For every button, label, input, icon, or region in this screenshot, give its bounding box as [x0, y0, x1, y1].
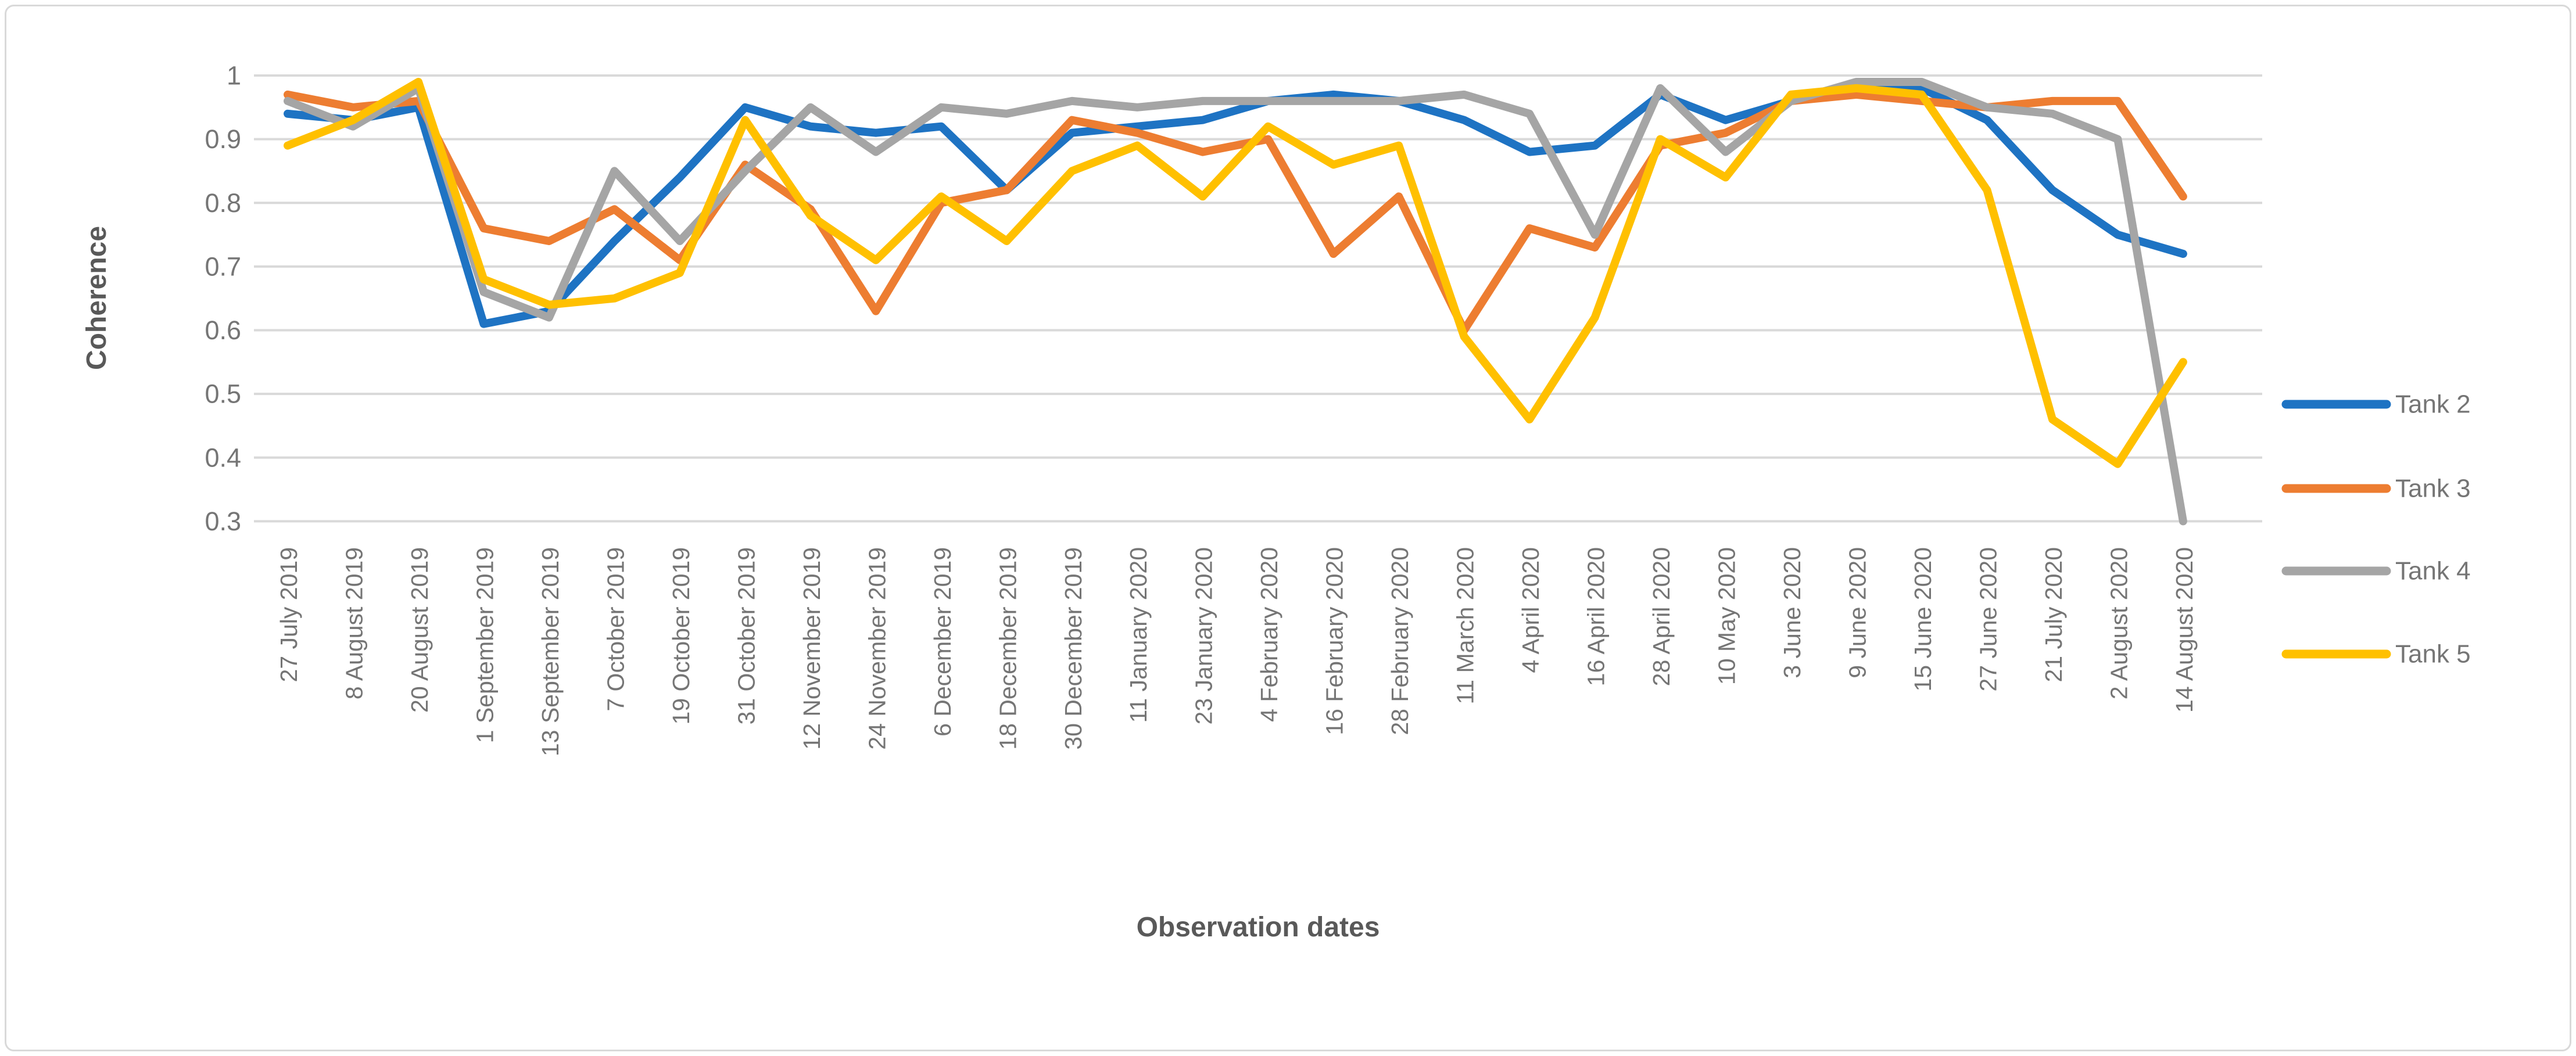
series-line-tank-4 [284, 78, 2187, 526]
x-axis-title: Observation dates [1137, 912, 1380, 943]
y-tick-label: 0.5 [205, 379, 241, 409]
x-tick-label: 16 February 2020 [1321, 547, 1348, 735]
x-tick-label: 9 June 2020 [1844, 547, 1871, 678]
figure-border [5, 5, 2571, 1051]
x-tick-label: 2 August 2020 [2105, 547, 2132, 699]
y-tick-label: 0.6 [205, 315, 241, 345]
series-line-tank-2 [284, 84, 2187, 328]
x-tick-label: 27 July 2019 [275, 547, 302, 683]
x-tick-label: 13 September 2019 [537, 547, 564, 756]
x-axis-tick-labels: 27 July 2019 8 August 2019 20 August 2019 1… [275, 547, 2198, 756]
x-tick-label: 20 August 2019 [406, 547, 433, 713]
x-tick-label: 31 October 2019 [733, 547, 759, 724]
legend-label: Tank 3 [2395, 475, 2471, 503]
x-tick-label: 14 August 2020 [2171, 547, 2198, 713]
legend-label: Tank 5 [2395, 640, 2471, 669]
y-axis-title: Coherence [81, 226, 112, 370]
series-line-tank-3 [284, 90, 2187, 335]
y-tick-label: 0.3 [205, 507, 241, 536]
x-tick-label: 16 April 2020 [1583, 547, 1610, 686]
y-axis-tick-labels: 1 0.9 0.8 0.7 0.6 0.5 0.4 0.3 [205, 61, 241, 536]
x-tick-label: 28 April 2020 [1648, 547, 1675, 686]
x-tick-label: 30 December 2019 [1060, 547, 1087, 750]
legend-item: Tank 2 [2281, 390, 2471, 419]
x-tick-label: 24 November 2019 [864, 547, 890, 750]
series-line-tank-5 [284, 78, 2187, 468]
legend-item: Tank 3 [2281, 475, 2471, 503]
y-tick-label: 0.8 [205, 188, 241, 218]
x-tick-label: 6 December 2019 [929, 547, 956, 737]
x-tick-label: 11 January 2020 [1125, 547, 1152, 723]
x-tick-label: 4 April 2020 [1517, 547, 1544, 673]
y-tick-label: 0.9 [205, 124, 241, 154]
x-tick-label: 4 February 2020 [1256, 547, 1282, 722]
x-tick-label: 11 March 2020 [1452, 547, 1479, 704]
x-tick-label: 21 July 2020 [2040, 547, 2067, 683]
x-tick-label: 23 January 2020 [1191, 547, 1217, 724]
legend-item: Tank 4 [2281, 557, 2471, 586]
x-tick-label: 12 November 2019 [798, 547, 825, 750]
x-tick-label: 28 February 2020 [1386, 547, 1413, 735]
y-tick-label: 0.7 [205, 252, 241, 281]
x-tick-label: 27 June 2020 [1975, 547, 2001, 692]
legend-item: Tank 5 [2281, 640, 2471, 669]
series-lines [284, 78, 2187, 526]
legend-label: Tank 4 [2395, 557, 2471, 586]
x-tick-label: 18 December 2019 [994, 547, 1021, 750]
x-tick-label: 15 June 2020 [1909, 547, 1936, 692]
legend: Tank 2 Tank 3 Tank 4 Tank 5 [2281, 390, 2471, 669]
legend-label: Tank 2 [2395, 390, 2471, 419]
x-tick-label: 10 May 2020 [1714, 547, 1740, 685]
x-tick-label: 1 September 2019 [471, 547, 498, 743]
y-tick-label: 0.4 [205, 443, 241, 472]
x-tick-label: 19 October 2019 [668, 547, 694, 724]
x-tick-label: 8 August 2019 [341, 547, 367, 699]
x-tick-label: 3 June 2020 [1779, 547, 1805, 678]
x-tick-label: 7 October 2019 [602, 547, 629, 712]
y-tick-label: 1 [227, 61, 241, 91]
